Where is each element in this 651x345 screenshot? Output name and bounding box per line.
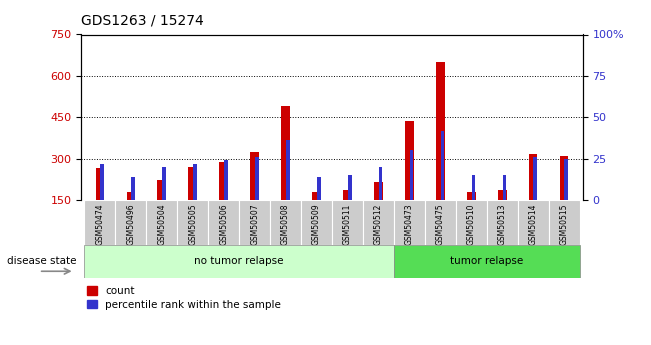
Bar [85, 200, 115, 245]
Text: GSM50514: GSM50514 [529, 204, 538, 245]
Text: disease state: disease state [7, 256, 76, 266]
Text: GSM50504: GSM50504 [158, 204, 166, 245]
Bar [317, 177, 320, 200]
Text: GDS1263 / 15274: GDS1263 / 15274 [81, 14, 204, 28]
Text: GSM50511: GSM50511 [343, 204, 352, 245]
Bar [132, 177, 135, 200]
Bar [425, 200, 456, 245]
Bar [533, 157, 537, 200]
Bar [394, 200, 425, 245]
Text: GSM50496: GSM50496 [126, 204, 135, 245]
Bar [343, 190, 352, 200]
Bar [193, 164, 197, 200]
Bar [251, 152, 259, 200]
Text: GSM50515: GSM50515 [560, 204, 568, 245]
Text: GSM50475: GSM50475 [436, 204, 445, 245]
Bar [487, 200, 518, 245]
Bar [471, 175, 475, 200]
Bar [162, 167, 166, 200]
Bar [332, 200, 363, 245]
Bar [219, 162, 228, 200]
Text: no tumor relapse: no tumor relapse [195, 256, 284, 266]
Bar [208, 200, 239, 245]
Text: GSM50507: GSM50507 [250, 204, 259, 245]
Text: GSM50506: GSM50506 [219, 204, 229, 245]
Bar [115, 200, 146, 245]
Bar [441, 130, 445, 200]
Bar [529, 154, 538, 200]
Bar [467, 193, 476, 200]
Bar [270, 200, 301, 245]
Bar [224, 160, 228, 200]
Bar [498, 190, 506, 200]
Text: GSM50510: GSM50510 [467, 204, 476, 245]
Bar [96, 168, 104, 200]
Bar [374, 182, 383, 200]
Bar [100, 164, 104, 200]
Text: GSM50509: GSM50509 [312, 204, 321, 245]
Bar [518, 200, 549, 245]
Bar [560, 157, 568, 200]
Bar [158, 180, 166, 200]
Bar [405, 121, 413, 200]
Bar [85, 245, 394, 278]
Text: GSM50474: GSM50474 [96, 204, 104, 245]
Bar [286, 140, 290, 200]
Text: tumor relapse: tumor relapse [450, 256, 523, 266]
Bar [456, 200, 487, 245]
Bar [239, 200, 270, 245]
Legend: count, percentile rank within the sample: count, percentile rank within the sample [87, 286, 281, 309]
Bar [177, 200, 208, 245]
Text: GSM50473: GSM50473 [405, 204, 414, 245]
Bar [394, 245, 579, 278]
Text: GSM50508: GSM50508 [281, 204, 290, 245]
Bar [146, 200, 177, 245]
Text: GSM50512: GSM50512 [374, 204, 383, 245]
Bar [363, 200, 394, 245]
Bar [409, 150, 413, 200]
Bar [281, 106, 290, 200]
Bar [564, 159, 568, 200]
Bar [348, 175, 352, 200]
Bar [188, 167, 197, 200]
Bar [301, 200, 332, 245]
Text: GSM50513: GSM50513 [498, 204, 506, 245]
Bar [312, 193, 321, 200]
Bar [379, 167, 382, 200]
Text: GSM50505: GSM50505 [188, 204, 197, 245]
Bar [436, 62, 445, 200]
Bar [126, 193, 135, 200]
Bar [503, 175, 506, 200]
Bar [255, 157, 258, 200]
Bar [549, 200, 579, 245]
